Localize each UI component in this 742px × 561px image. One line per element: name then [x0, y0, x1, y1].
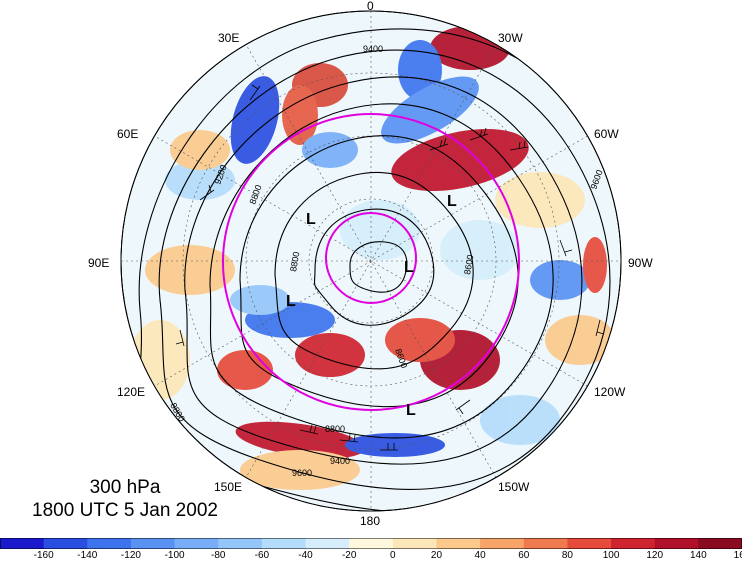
colorbar-swatch	[43, 538, 88, 549]
colorbar-swatch	[392, 538, 437, 549]
colorbar-swatch	[698, 538, 742, 549]
colorbar-tick-label: 120	[646, 550, 664, 561]
colorbar-swatch	[218, 538, 263, 549]
contour-label: 8600	[462, 254, 475, 275]
longitude-label-150e: 150E	[214, 480, 243, 494]
contour-label: 9600	[292, 468, 312, 478]
colorbar-tick-label: 140	[690, 550, 707, 561]
low-marker: L	[406, 402, 416, 419]
colorbar-swatch	[611, 538, 656, 549]
contour-label: 8800	[325, 424, 345, 434]
graticule	[121, 11, 621, 511]
longitude-label-90e: 90E	[88, 256, 110, 270]
colorbar-tick-label: -140	[77, 550, 98, 561]
colorbar-swatch	[87, 538, 132, 549]
colorbar-swatch	[480, 538, 525, 549]
colorbar-swatch	[174, 538, 219, 549]
colorbar-tick-label: 40	[474, 550, 486, 561]
contour-label: 9400	[363, 44, 383, 54]
colorbar-tick-label: -120	[120, 550, 141, 561]
polar-map: 9400 9200 8800 8800 8600 9600 9400 8800 …	[120, 10, 622, 512]
colorbar-tick-label: 20	[430, 550, 443, 561]
colorbar-tick-label: 100	[602, 550, 620, 561]
colorbar	[0, 538, 742, 549]
colorbar-tick-label: 60	[518, 550, 530, 561]
colorbar-tick-label: -20	[341, 550, 357, 561]
contour-label: 8800	[288, 251, 301, 272]
longitude-label-150w: 150W	[498, 480, 530, 494]
wind-barbs	[175, 84, 605, 451]
valid-time-caption: 1800 UTC 5 Jan 2002	[32, 500, 218, 521]
colorbar-tick-label: -160	[33, 550, 54, 561]
colorbar-tick-label: -60	[254, 550, 270, 561]
longitude-label-60w: 60W	[594, 127, 619, 141]
colorbar-swatch	[130, 538, 176, 549]
longitude-label-180: 180	[360, 514, 381, 528]
colorbar-swatch	[523, 538, 568, 549]
low-marker: L	[286, 293, 296, 310]
colorbar-tick-label: 0	[390, 550, 396, 561]
low-marker: L	[447, 193, 457, 210]
low-marker-group: L L L L L	[286, 193, 457, 419]
colorbar-tick-label: -100	[164, 550, 185, 561]
longitude-label-120w: 120W	[594, 385, 626, 399]
longitude-label-30e: 30E	[218, 31, 240, 45]
contour-label: 9400	[330, 456, 350, 466]
longitude-label-0: 0	[367, 0, 374, 13]
colorbar-swatch	[261, 538, 307, 549]
anomaly-shading	[130, 26, 615, 490]
latitude-rings	[222, 113, 520, 411]
colorbar-swatch	[349, 538, 394, 549]
colorbar-swatch	[0, 538, 45, 549]
longitude-label-120e: 120E	[117, 385, 146, 399]
colorbar-swatch	[436, 538, 481, 549]
longitude-label-30w: 30W	[498, 31, 523, 45]
low-marker: L	[404, 259, 414, 276]
colorbar-tick-label: -80	[211, 550, 226, 561]
pressure-level-caption: 300 hPa	[89, 477, 161, 498]
colorbar-tick-label: 80	[561, 550, 573, 561]
colorbar-swatch	[654, 538, 699, 549]
low-marker: L	[306, 211, 316, 228]
longitude-label-60e: 60E	[117, 127, 139, 141]
colorbar-swatch	[567, 538, 612, 549]
longitude-label-90w: 90W	[628, 256, 653, 270]
colorbar-tick-label: 160	[733, 550, 742, 561]
colorbar-tick-label: -40	[298, 550, 313, 561]
colorbar-swatch	[305, 538, 350, 549]
